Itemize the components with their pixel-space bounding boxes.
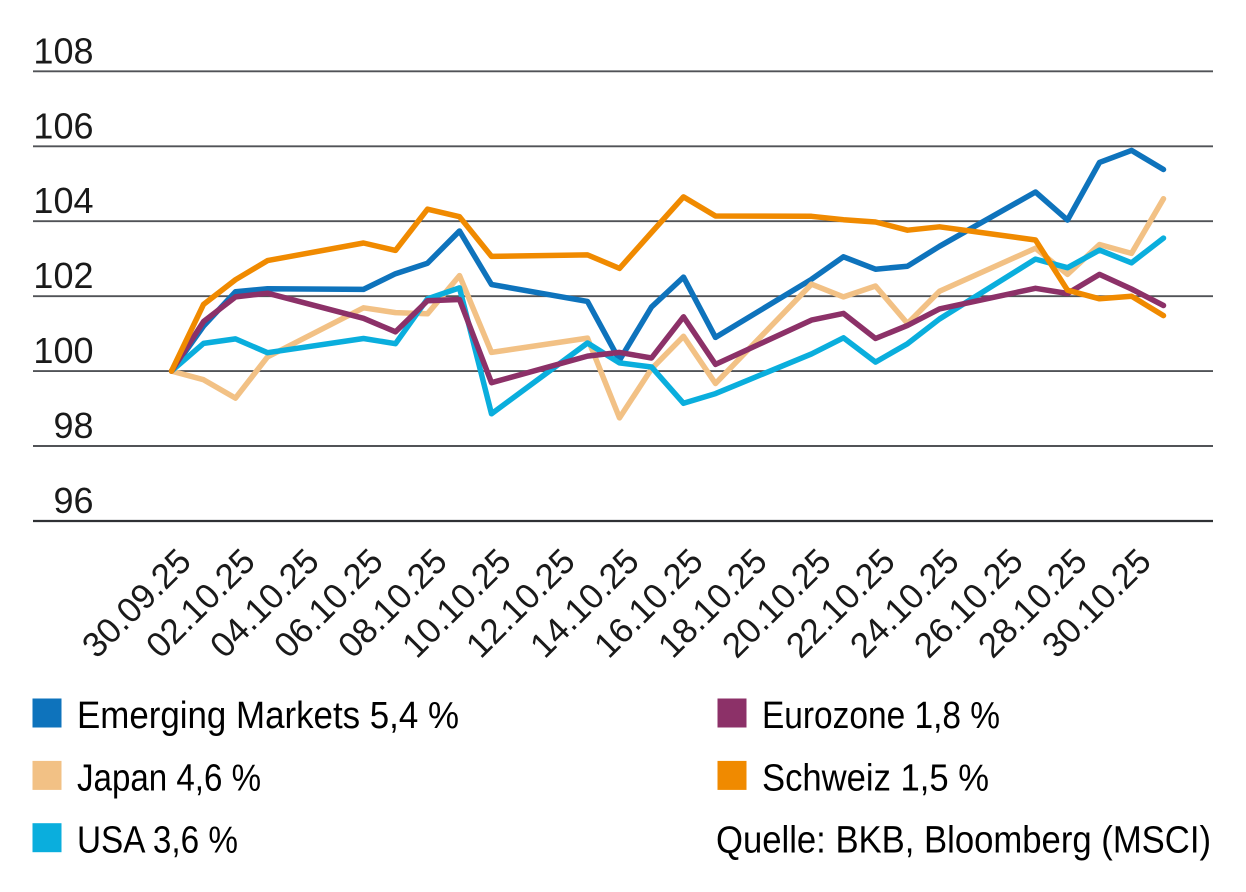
- svg-text:96: 96: [53, 480, 93, 521]
- svg-text:108: 108: [33, 30, 93, 71]
- svg-text:100: 100: [33, 330, 93, 371]
- svg-text:102: 102: [33, 255, 93, 296]
- svg-text:98: 98: [53, 405, 93, 446]
- svg-text:Schweiz 1,5 %: Schweiz 1,5 %: [762, 756, 989, 798]
- svg-text:USA 3,6 %: USA 3,6 %: [77, 819, 238, 861]
- svg-text:Quelle: BKB, Bloomberg (MSCI): Quelle: BKB, Bloomberg (MSCI): [716, 819, 1211, 861]
- svg-text:Japan 4,6 %: Japan 4,6 %: [77, 756, 261, 798]
- svg-text:Emerging Markets 5,4 %: Emerging Markets 5,4 %: [77, 694, 459, 736]
- svg-text:106: 106: [33, 105, 93, 146]
- svg-text:Eurozone 1,8 %: Eurozone 1,8 %: [762, 694, 1000, 736]
- svg-text:104: 104: [33, 180, 93, 221]
